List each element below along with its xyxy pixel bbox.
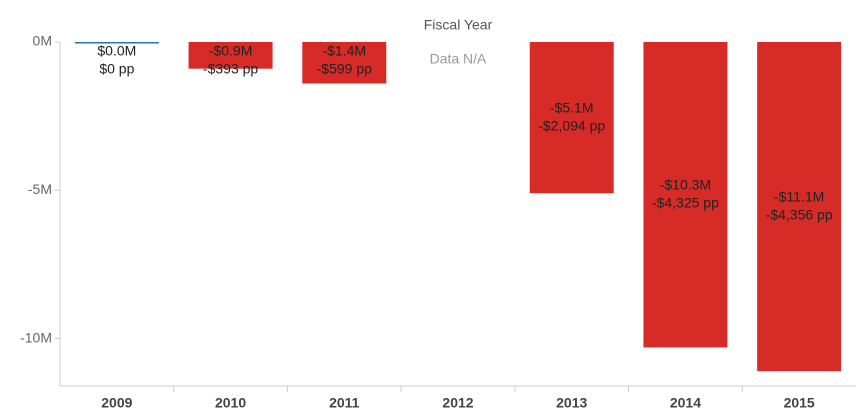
per-person-label: -$4,356 pp bbox=[766, 206, 833, 222]
y-tick-label: -5M bbox=[28, 181, 52, 197]
bar bbox=[643, 42, 728, 348]
bar bbox=[74, 42, 159, 44]
value-label: -$5.1M bbox=[550, 99, 594, 115]
x-tick-label: 2015 bbox=[784, 395, 815, 411]
x-tick-label: 2014 bbox=[670, 395, 701, 411]
per-person-label: -$393 pp bbox=[203, 61, 258, 77]
x-tick-label: 2009 bbox=[101, 395, 132, 411]
per-person-label: -$4,325 pp bbox=[652, 194, 719, 210]
value-label: -$1.4M bbox=[322, 43, 366, 59]
per-person-label: -$2,094 pp bbox=[538, 117, 605, 133]
bar bbox=[188, 42, 273, 69]
value-label: $0.0M bbox=[97, 43, 136, 59]
per-person-label: -$599 pp bbox=[317, 61, 372, 77]
x-tick-label: 2013 bbox=[556, 395, 587, 411]
value-label: -$0.9M bbox=[209, 43, 253, 59]
annotation: Data N/A bbox=[430, 51, 487, 67]
bar bbox=[302, 42, 387, 84]
per-person-label: $0 pp bbox=[99, 61, 134, 77]
y-tick-label: -10M bbox=[20, 329, 52, 345]
x-tick-label: 2010 bbox=[215, 395, 246, 411]
bar bbox=[529, 42, 614, 194]
value-label: -$11.1M bbox=[774, 188, 824, 204]
x-tick-label: 2011 bbox=[329, 395, 360, 411]
bar bbox=[757, 42, 842, 372]
y-tick-label: 0M bbox=[33, 33, 52, 49]
value-label: -$10.3M bbox=[660, 176, 711, 192]
x-tick-label: 2012 bbox=[442, 395, 473, 411]
x-axis-title: Fiscal Year bbox=[424, 17, 493, 33]
